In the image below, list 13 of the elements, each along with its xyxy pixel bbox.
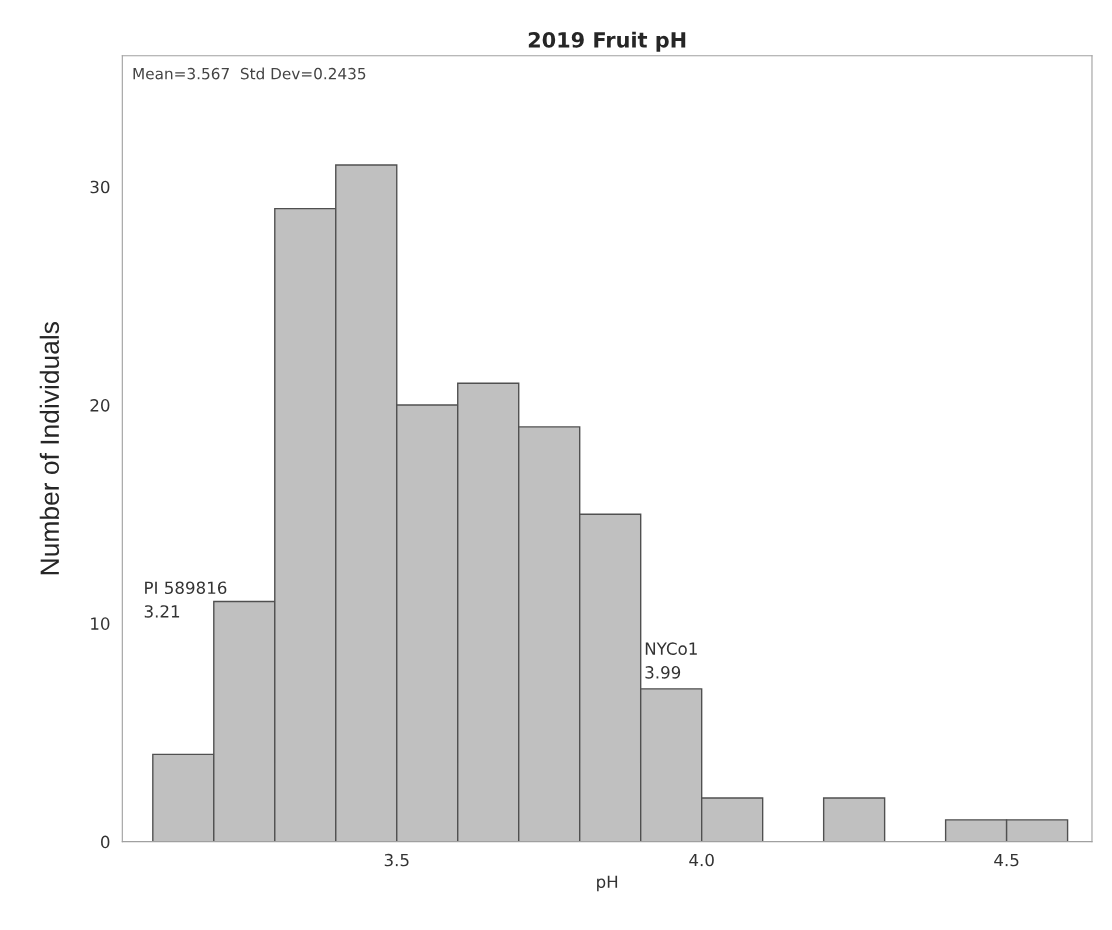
annotation: PI 589816 3.21 bbox=[144, 581, 227, 618]
annotation: NYCo1 3.99 bbox=[645, 642, 697, 679]
x-tick-label: 4.5 bbox=[994, 853, 1019, 867]
x-axis-title: pH bbox=[597, 875, 618, 892]
chart-title: 2019 Fruit pH bbox=[528, 31, 686, 52]
y-tick-label: 20 bbox=[90, 399, 110, 412]
y-tick-label: 10 bbox=[91, 617, 110, 630]
x-tick-label: 4.0 bbox=[689, 853, 714, 867]
y-tick-label: 30 bbox=[90, 180, 110, 194]
annotation: Mean=3.567 Std Dev=0.2435 bbox=[133, 67, 366, 80]
x-tick-label: 3.5 bbox=[384, 853, 409, 867]
y-axis-title: Number of Individuals bbox=[39, 322, 60, 575]
y-tick-label: 0 bbox=[101, 835, 110, 849]
